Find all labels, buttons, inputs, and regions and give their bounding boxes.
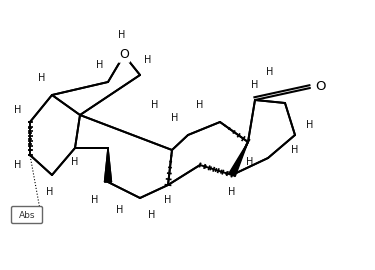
Text: H: H — [96, 60, 104, 70]
Text: Abs: Abs — [19, 211, 35, 220]
Text: H: H — [14, 105, 22, 115]
Text: H: H — [116, 205, 124, 215]
Text: H: H — [228, 187, 236, 197]
Text: H: H — [46, 187, 54, 197]
Polygon shape — [229, 142, 248, 177]
Text: O: O — [119, 49, 129, 62]
Text: H: H — [118, 30, 126, 40]
Text: H: H — [71, 157, 79, 167]
Text: H: H — [171, 113, 178, 123]
Text: H: H — [266, 67, 274, 77]
Text: H: H — [38, 73, 46, 83]
Text: H: H — [306, 120, 314, 130]
Text: H: H — [196, 100, 204, 110]
Text: H: H — [246, 157, 254, 167]
Text: H: H — [291, 145, 298, 155]
Text: H: H — [144, 55, 152, 65]
Text: H: H — [148, 210, 156, 220]
Text: H: H — [14, 160, 22, 170]
Polygon shape — [105, 148, 111, 182]
Text: H: H — [251, 80, 259, 90]
Text: O: O — [315, 79, 326, 93]
Polygon shape — [105, 148, 111, 182]
Text: H: H — [151, 100, 159, 110]
FancyBboxPatch shape — [12, 207, 42, 224]
Text: H: H — [92, 195, 99, 205]
Text: H: H — [164, 195, 172, 205]
